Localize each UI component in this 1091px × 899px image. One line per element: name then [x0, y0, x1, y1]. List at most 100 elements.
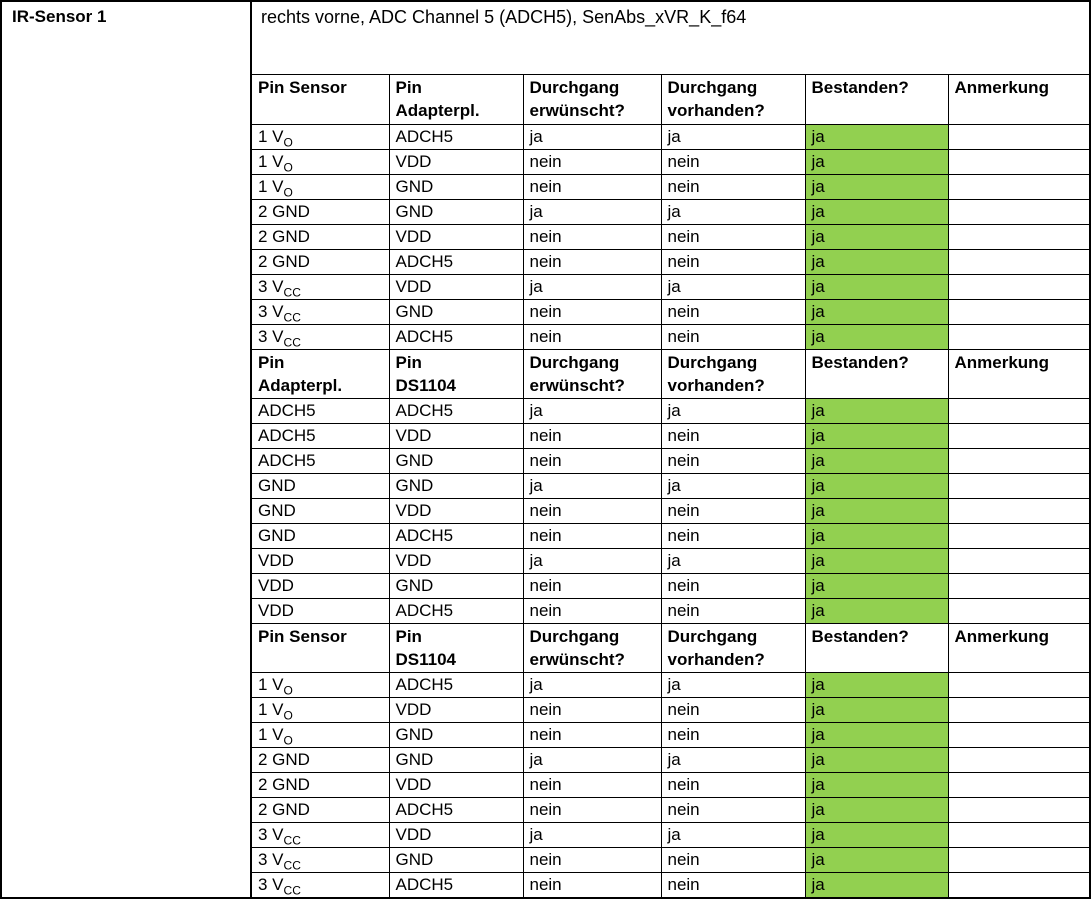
column-header: Pin Adapterpl.: [251, 348, 390, 399]
pin-subscript: CC: [283, 309, 301, 324]
column-header: Pin Adapterpl.: [388, 74, 524, 125]
pin-subscript: CC: [283, 883, 301, 897]
column-header: Durchgang erwünscht?: [522, 74, 662, 125]
cell-text: VDD: [395, 276, 432, 296]
cell-text: nein: [529, 575, 562, 595]
cell-text: ja: [811, 151, 825, 171]
note-cell: [947, 198, 1089, 225]
cell-text: VDD: [395, 500, 432, 520]
cell-text: GND: [395, 301, 434, 321]
pin-a-cell: 3 VCC: [251, 323, 390, 350]
passed-cell: ja: [804, 447, 949, 474]
cell-text: ja: [811, 824, 825, 844]
cell-text: VDD: [258, 550, 294, 570]
note-cell: [947, 223, 1089, 250]
note-cell: [947, 497, 1089, 524]
column-header: Pin DS1104: [388, 622, 524, 673]
column-header: Durchgang erwünscht?: [522, 622, 662, 673]
cell-text: nein: [667, 450, 700, 470]
pin-b-cell: GND: [388, 572, 524, 599]
cell-text: ja: [811, 326, 825, 346]
cell-text: ja: [811, 450, 825, 470]
pin-b-cell: ADCH5: [388, 323, 524, 350]
cell-text: 2 GND: [258, 774, 310, 794]
passed-cell: ja: [804, 273, 949, 300]
continuity-present-cell: ja: [660, 273, 806, 300]
passed-cell: ja: [804, 821, 949, 848]
cell-text: ja: [667, 824, 681, 844]
table-row: 2 GND VDD nein nein ja: [251, 771, 1089, 798]
cell-text: ja: [811, 674, 825, 694]
table-row: 1 VO GND nein nein ja: [251, 721, 1089, 748]
pin-b-cell: VDD: [388, 696, 524, 723]
table-row: 1 VO VDD nein nein ja: [251, 148, 1089, 175]
cell-text: nein: [667, 849, 700, 869]
pin-b-cell: VDD: [388, 148, 524, 175]
passed-cell: ja: [804, 721, 949, 748]
passed-cell: ja: [804, 796, 949, 823]
pin-a-cell: GND: [251, 522, 390, 549]
continuity-desired-cell: nein: [522, 447, 662, 474]
cell-text: 1 V: [258, 724, 284, 744]
cell-text: VDD: [258, 600, 294, 620]
continuity-present-cell: ja: [660, 547, 806, 574]
cell-text: VDD: [395, 550, 432, 570]
cell-text: ja: [811, 500, 825, 520]
pin-subscript: O: [283, 707, 293, 722]
continuity-present-cell: nein: [660, 871, 806, 897]
cell-text: ja: [811, 575, 825, 595]
cell-text: GND: [258, 500, 296, 520]
cell-text: 1 V: [258, 151, 284, 171]
table-row: 2 GND VDD nein nein ja: [251, 223, 1089, 250]
passed-cell: ja: [804, 696, 949, 723]
cell-text: 1 V: [258, 674, 284, 694]
continuity-desired-cell: nein: [522, 422, 662, 449]
cell-text: ja: [811, 425, 825, 445]
pin-b-cell: ADCH5: [388, 397, 524, 424]
pin-subscript: CC: [283, 832, 301, 847]
pin-a-cell: ADCH5: [251, 422, 390, 449]
cell-text: ADCH5: [258, 400, 316, 420]
pin-a-cell: VDD: [251, 572, 390, 599]
continuity-desired-cell: nein: [522, 522, 662, 549]
continuity-present-cell: nein: [660, 298, 806, 325]
cell-text: nein: [667, 525, 700, 545]
passed-cell: ja: [804, 298, 949, 325]
cell-text: ja: [811, 600, 825, 620]
section-header-row: Pin Sensor Pin DS1104 Durchgang erwünscht?…: [251, 622, 1089, 673]
pin-b-cell: GND: [388, 298, 524, 325]
cell-text: nein: [529, 774, 562, 794]
sensor-label: IR-Sensor 1: [2, 2, 252, 897]
continuity-desired-cell: nein: [522, 846, 662, 873]
continuity-present-cell: ja: [660, 821, 806, 848]
cell-text: nein: [529, 724, 562, 744]
continuity-present-cell: ja: [660, 123, 806, 150]
cell-text: ADCH5: [395, 400, 454, 420]
pin-b-cell: ADCH5: [388, 123, 524, 150]
continuity-desired-cell: nein: [522, 148, 662, 175]
pin-a-cell: ADCH5: [251, 447, 390, 474]
continuity-present-cell: nein: [660, 173, 806, 200]
cell-text: nein: [667, 301, 700, 321]
pin-a-cell: 1 VO: [251, 721, 390, 748]
cell-text: nein: [529, 425, 562, 445]
cell-text: GND: [258, 525, 296, 545]
pin-a-cell: ADCH5: [251, 397, 390, 424]
pin-a-cell: GND: [251, 497, 390, 524]
table-row: GND VDD nein nein ja: [251, 497, 1089, 524]
table-row: 3 VCC VDD ja ja ja: [251, 821, 1089, 848]
cell-text: ja: [529, 276, 543, 296]
continuity-present-cell: nein: [660, 522, 806, 549]
pin-a-cell: 2 GND: [251, 746, 390, 773]
pin-b-cell: GND: [388, 447, 524, 474]
continuity-present-cell: nein: [660, 846, 806, 873]
continuity-present-cell: nein: [660, 223, 806, 250]
passed-cell: ja: [804, 771, 949, 798]
table-row: 1 VO VDD nein nein ja: [251, 696, 1089, 723]
pin-b-cell: VDD: [388, 273, 524, 300]
cell-text: 3 V: [258, 849, 284, 869]
cell-text: GND: [395, 849, 434, 869]
pin-subscript: O: [283, 134, 293, 149]
cell-text: 1 V: [258, 176, 284, 196]
